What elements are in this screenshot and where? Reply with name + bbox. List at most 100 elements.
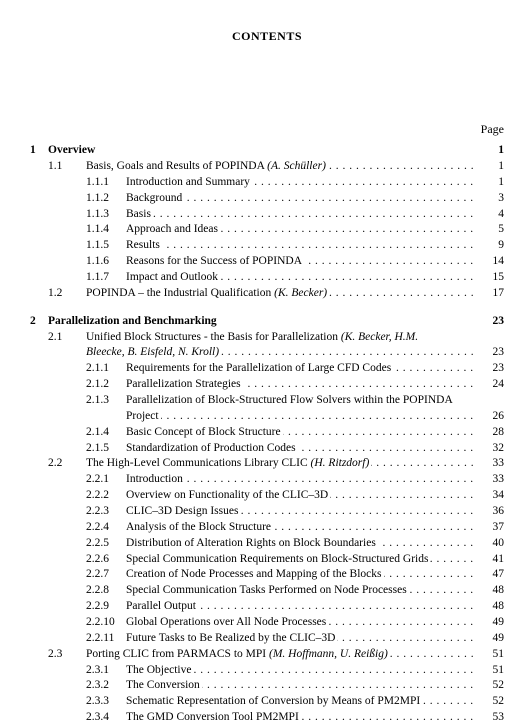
chapter: 1Overview1 1.1Basis, Goals and Results of… <box>30 143 504 302</box>
section-page: 23 <box>476 345 504 361</box>
subsection-page: 28 <box>476 425 504 441</box>
subsection-page: 26 <box>476 409 504 425</box>
subsection-page: 49 <box>476 615 504 631</box>
subsection-number: 2.2.9 <box>30 599 126 615</box>
subsection-number: 2.1.1 <box>30 361 126 377</box>
section-title: Porting CLIC from PARMACS to MPI (M. Hof… <box>86 647 476 663</box>
section-page: 17 <box>476 286 504 302</box>
subsection-page: 15 <box>476 270 504 286</box>
section-page: 51 <box>476 647 504 663</box>
page-label: Page <box>30 121 504 138</box>
subsection-page: 51 <box>476 663 504 679</box>
subsection-number: 2.3.3 <box>30 694 126 710</box>
subsection-page: 47 <box>476 567 504 583</box>
subsection-number: 2.3.1 <box>30 663 126 679</box>
subsection-number: 1.1.4 <box>30 222 126 238</box>
subsection-number: 2.1.4 <box>30 425 126 441</box>
subsection-title: Standardization of Production Codes <box>126 441 476 457</box>
subsection-page: 34 <box>476 488 504 504</box>
subsection-title: Distribution of Alteration Rights on Blo… <box>126 536 476 552</box>
subsection-title: Analysis of the Block Structure <box>126 520 476 536</box>
subsection-title: Approach and Ideas <box>126 222 476 238</box>
subsection-title: Overview on Functionality of the CLIC–3D <box>126 488 476 504</box>
subsection-title: Requirements for the Parallelization of … <box>126 361 476 377</box>
section-title: The High-Level Communications Library CL… <box>86 456 476 472</box>
subsection-title: Parallelization Strategies <box>126 377 476 393</box>
subsection-number: 2.3.4 <box>30 710 126 726</box>
section-page: 1 <box>476 159 504 175</box>
subsection-title: Background <box>126 191 476 207</box>
section-page: 33 <box>476 456 504 472</box>
subsection-page: 24 <box>476 377 504 393</box>
subsection-title: Parallelization of Block-Structured Flow… <box>126 393 476 409</box>
section-title: Unified Block Structures - the Basis for… <box>86 330 476 346</box>
subsection-page: 48 <box>476 583 504 599</box>
subsection-title: The Objective <box>126 663 476 679</box>
subsection-title: Results <box>126 238 476 254</box>
chapter-title: Overview <box>48 143 476 159</box>
chapter-page: 1 <box>476 143 504 159</box>
subsection-number: 2.2.5 <box>30 536 126 552</box>
subsection-number: 1.1.5 <box>30 238 126 254</box>
subsection-number: 1.1.2 <box>30 191 126 207</box>
subsection-title: CLIC–3D Design Issues <box>126 504 476 520</box>
subsection-page: 37 <box>476 520 504 536</box>
subsection-title: Special Communication Tasks Performed on… <box>126 583 476 599</box>
subsection-number: 2.2.7 <box>30 567 126 583</box>
subsection-number: 2.1.3 <box>30 393 126 409</box>
section-number: 2.1 <box>30 330 86 346</box>
chapter-page: 23 <box>476 314 504 330</box>
subsection-number: 1.1.7 <box>30 270 126 286</box>
subsection-page: 4 <box>476 207 504 223</box>
subsection-page: 3 <box>476 191 504 207</box>
subsection-title: Parallel Output <box>126 599 476 615</box>
subsection-title-cont: Project <box>126 409 476 425</box>
subsection-page: 52 <box>476 678 504 694</box>
subsection-page: 52 <box>476 694 504 710</box>
subsection-number: 2.1.5 <box>30 441 126 457</box>
subsection-page: 1 <box>476 175 504 191</box>
section-number: 2.3 <box>30 647 86 663</box>
subsection-number: 2.2.2 <box>30 488 126 504</box>
subsection-page: 5 <box>476 222 504 238</box>
subsection-number: 2.2.8 <box>30 583 126 599</box>
section-number: 1.1 <box>30 159 86 175</box>
section-title: Basis, Goals and Results of POPINDA (A. … <box>86 159 476 175</box>
subsection-number: 2.2.6 <box>30 552 126 568</box>
subsection-title: Special Communication Requirements on Bl… <box>126 552 476 568</box>
subsection-page: 33 <box>476 472 504 488</box>
page: CONTENTS Page 1Overview1 1.1Basis, Goals … <box>0 0 532 701</box>
subsection-number: 1.1.6 <box>30 254 126 270</box>
subsection-page: 23 <box>476 361 504 377</box>
subsection-title: Creation of Node Processes and Mapping o… <box>126 567 476 583</box>
subsection-page: 36 <box>476 504 504 520</box>
subsection-title: The Conversion <box>126 678 476 694</box>
subsection-title: Introduction and Summary <box>126 175 476 191</box>
subsection-number: 2.2.10 <box>30 615 126 631</box>
chapter-number: 2 <box>30 314 48 330</box>
subsection-title: Introduction <box>126 472 476 488</box>
subsection-page: 40 <box>476 536 504 552</box>
subsection-title: Basic Concept of Block Structure <box>126 425 476 441</box>
subsection-number: 2.1.2 <box>30 377 126 393</box>
table-of-contents: 1Overview1 1.1Basis, Goals and Results of… <box>30 143 504 726</box>
subsection-page: 41 <box>476 552 504 568</box>
section-number: 1.2 <box>30 286 86 302</box>
subsection-page: 32 <box>476 441 504 457</box>
subsection-number: 1.1.1 <box>30 175 126 191</box>
subsection-page: 49 <box>476 631 504 647</box>
subsection-number: 1.1.3 <box>30 207 126 223</box>
subsection-title: Basis <box>126 207 476 223</box>
contents-heading: CONTENTS <box>30 28 504 45</box>
section-title: POPINDA – the Industrial Qualification (… <box>86 286 476 302</box>
subsection-number: 2.2.4 <box>30 520 126 536</box>
subsection-title: Impact and Outlook <box>126 270 476 286</box>
subsection-page: 53 <box>476 710 504 726</box>
subsection-title: Global Operations over All Node Processe… <box>126 615 476 631</box>
subsection-number: 2.2.3 <box>30 504 126 520</box>
subsection-number: 2.3.2 <box>30 678 126 694</box>
subsection-title: Reasons for the Success of POPINDA <box>126 254 476 270</box>
subsection-title: The GMD Conversion Tool PM2MPI <box>126 710 476 726</box>
subsection-title: Schematic Representation of Conversion b… <box>126 694 476 710</box>
chapter-title: Parallelization and Benchmarking <box>48 314 476 330</box>
